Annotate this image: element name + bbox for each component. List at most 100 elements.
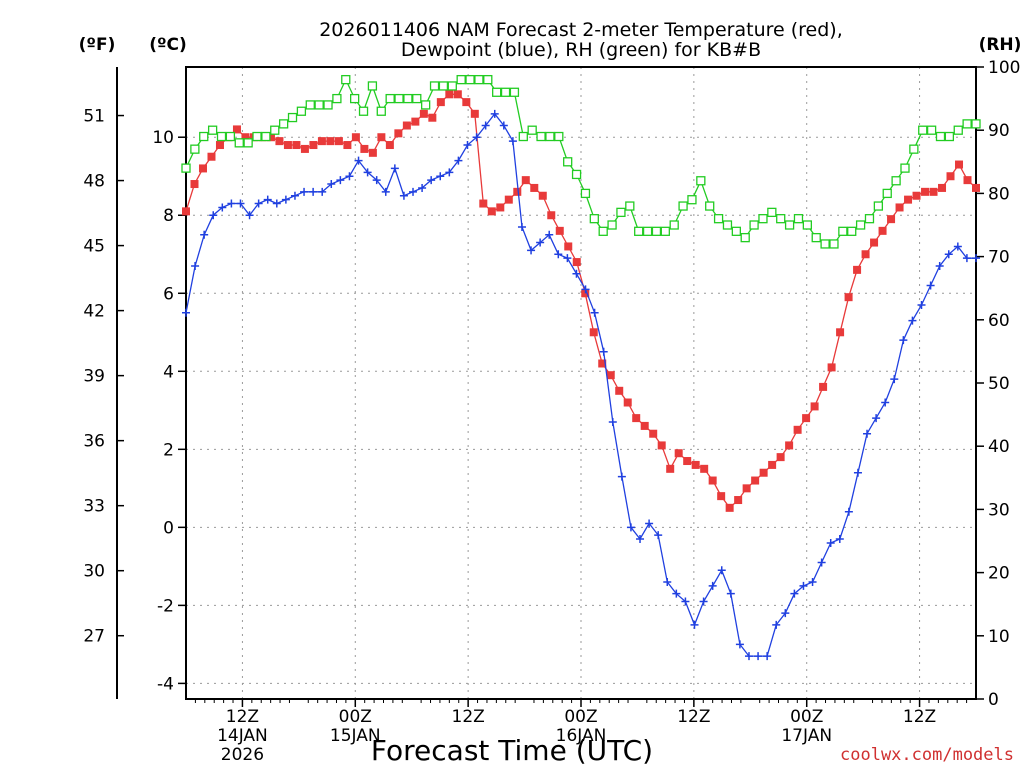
rh-point [545, 131, 555, 142]
temperature-point [708, 476, 717, 485]
temperature-point [972, 183, 980, 192]
temperature-point [572, 258, 581, 267]
rh-tick-label: 20 [988, 564, 1010, 584]
rh-point [563, 157, 573, 167]
rh-point [784, 220, 795, 230]
rh-point [829, 239, 839, 249]
dewpoint-point [418, 183, 427, 192]
rh-point [350, 93, 360, 104]
temperature-point [377, 133, 386, 142]
fahrenheit-tick-label: 42 [83, 302, 105, 322]
rh-tick-label: 50 [988, 374, 1010, 394]
celsius-tick-label: 6 [163, 284, 174, 304]
rh-point [323, 100, 333, 110]
dewpoint-point [245, 211, 254, 220]
temperature-point [207, 152, 216, 161]
dewpoint-point [363, 168, 372, 177]
dewpoint-point [754, 652, 763, 661]
celsius-tick-label: -4 [157, 674, 174, 694]
rh-point [962, 119, 972, 129]
dewpoint-point [527, 246, 536, 255]
dewpoint-point [490, 109, 499, 118]
dewpoint-point [254, 199, 263, 208]
date-tick-label: 17JAN [781, 726, 832, 746]
dewpoint-point [218, 203, 227, 212]
dewpoint-point [318, 187, 327, 196]
rh-point [554, 131, 564, 142]
rh-point [571, 169, 582, 180]
rh-point [421, 100, 431, 110]
dewpoint-point [590, 308, 599, 317]
time-tick-label: 12Z [226, 707, 259, 727]
date-tick-label: 16JAN [556, 726, 607, 746]
dewpoint-point [636, 535, 645, 544]
temperature-point [462, 98, 471, 107]
temperature-point [912, 191, 921, 200]
dewpoint-point [409, 187, 418, 196]
dewpoint-point [935, 261, 944, 270]
rh-point [918, 125, 928, 135]
celsius-tick-label: 2 [163, 440, 174, 460]
dewpoint-point [962, 254, 971, 263]
rh-point [385, 93, 395, 104]
temperature-point [538, 191, 547, 200]
temperature-point [929, 187, 938, 196]
fahrenheit-tick-label: 51 [83, 107, 105, 127]
rh-point [731, 226, 741, 236]
temperature-point [232, 125, 241, 134]
dewpoint-point [717, 566, 726, 575]
temperature-point [317, 137, 326, 146]
temperature-point [513, 187, 522, 196]
rh-point [252, 131, 262, 142]
rh-point [909, 144, 919, 154]
rh-unit-label: (RH) [979, 35, 1022, 55]
dewpoint-point [563, 254, 572, 263]
dewpoint-point [191, 261, 200, 270]
rh-point [465, 74, 475, 85]
dewpoint-point [236, 199, 245, 208]
temperature-point [351, 133, 360, 142]
temperature-point [938, 183, 947, 192]
temperature-point [819, 382, 828, 391]
rh-point [740, 232, 750, 243]
dewpoint-point [227, 199, 236, 208]
rh-point [855, 220, 866, 230]
temperature-point [241, 133, 250, 142]
date-tick-label: 14JAN [217, 726, 268, 746]
dewpoint-point [572, 269, 581, 278]
temperature-point [190, 180, 199, 189]
rh-point [367, 81, 378, 91]
temperature-line [185, 93, 977, 509]
dewpoint-point [853, 468, 862, 477]
rh-point [492, 87, 502, 97]
dewpoint-point [645, 519, 654, 528]
temperature-point [802, 414, 811, 423]
dewpoint-point [545, 230, 554, 239]
dewpoint-point [726, 589, 735, 598]
temperature-point [470, 109, 479, 118]
dewpoint-point [517, 222, 526, 231]
dewpoint-point [608, 418, 617, 427]
dewpoint-point [690, 620, 699, 629]
dewpoint-point [972, 254, 980, 263]
dewpoint-point [427, 176, 436, 185]
rh-point [838, 226, 848, 236]
temperature-point [921, 187, 930, 196]
rh-point [403, 93, 413, 104]
dewpoint-point [790, 589, 799, 598]
time-tick-label: 00Z [564, 707, 597, 727]
temperature-point [479, 199, 488, 208]
temperature-point [394, 129, 403, 138]
dewpoint-point [817, 558, 826, 567]
rh-point [811, 232, 821, 243]
temperature-point [326, 137, 335, 146]
rh-point [412, 93, 422, 104]
rh-point [305, 100, 315, 110]
rh-point [953, 125, 963, 135]
rh-point [793, 214, 804, 224]
dewpoint-point [899, 336, 908, 345]
temperature-point [649, 429, 658, 438]
temperature-point [887, 215, 896, 224]
rh-point [199, 131, 209, 142]
